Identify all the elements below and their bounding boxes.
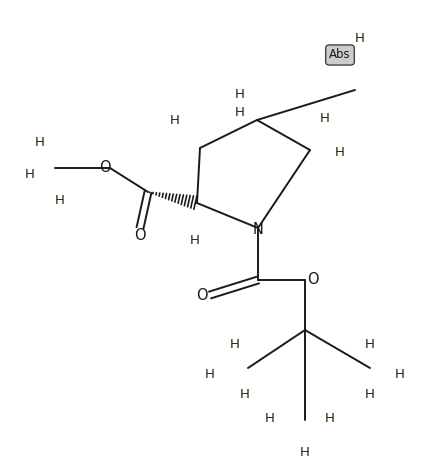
Text: H: H [365,388,375,401]
Text: H: H [325,411,335,424]
Text: N: N [252,222,263,237]
Text: H: H [395,369,405,381]
Text: H: H [355,31,365,45]
Text: H: H [230,339,240,351]
Text: O: O [134,228,146,243]
Text: H: H [240,388,250,401]
Text: O: O [196,287,208,303]
Text: H: H [55,194,65,206]
Text: Abs: Abs [329,48,351,61]
Text: H: H [205,369,215,381]
Text: H: H [25,168,35,182]
Text: H: H [365,339,375,351]
Text: H: H [300,446,310,459]
Text: H: H [190,234,200,247]
Text: O: O [99,160,111,175]
Text: H: H [235,89,245,101]
Text: H: H [170,113,180,127]
Text: H: H [235,106,245,119]
Text: H: H [265,411,275,424]
Text: H: H [35,136,45,149]
Text: H: H [335,145,345,159]
Text: H: H [320,112,330,124]
Text: O: O [307,272,319,287]
